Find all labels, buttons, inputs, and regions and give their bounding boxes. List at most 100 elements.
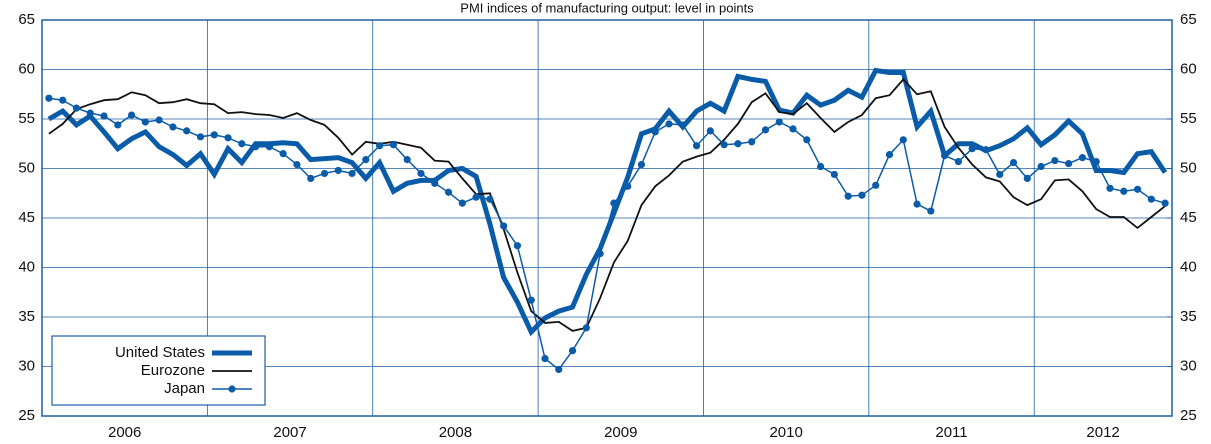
data-point	[527, 296, 535, 304]
data-point	[45, 94, 53, 102]
x-tick-label: 2010	[769, 424, 802, 441]
data-point	[637, 160, 646, 169]
data-point	[996, 170, 1004, 179]
legend-label: Japan	[164, 380, 205, 397]
data-point	[114, 121, 122, 129]
data-point	[403, 155, 411, 164]
y-tick-label: 25	[18, 407, 35, 424]
data-point	[210, 131, 218, 139]
data-point	[320, 169, 329, 178]
legend-label: Eurozone	[141, 362, 205, 379]
data-point	[720, 141, 728, 149]
data-point	[155, 116, 163, 124]
data-point	[610, 199, 618, 207]
data-point	[513, 242, 522, 250]
data-point	[858, 191, 866, 199]
data-point	[59, 96, 67, 104]
x-tick-label: 2009	[604, 424, 637, 441]
data-point	[1037, 162, 1045, 171]
y-tick-label: 40	[18, 258, 35, 275]
data-point	[982, 146, 990, 154]
data-point	[789, 125, 797, 133]
y2-tick-label: 65	[1180, 11, 1197, 28]
data-point	[1120, 187, 1128, 195]
data-point	[941, 152, 949, 160]
data-point	[830, 170, 838, 179]
data-point	[444, 188, 453, 196]
data-point	[968, 145, 976, 153]
data-point	[362, 155, 370, 164]
y-tick-label: 45	[18, 209, 35, 226]
data-point	[1147, 195, 1155, 203]
data-point	[348, 169, 356, 178]
data-point	[582, 324, 590, 332]
data-point	[541, 354, 549, 363]
y-tick-label: 30	[18, 357, 35, 374]
data-point	[72, 104, 81, 112]
data-point	[651, 128, 659, 136]
data-point	[141, 118, 149, 126]
y-tick-label: 65	[18, 11, 35, 28]
data-point	[954, 157, 963, 166]
data-point	[692, 142, 701, 150]
data-point	[500, 222, 508, 230]
data-point	[748, 138, 756, 146]
y-tick-label: 35	[18, 308, 35, 325]
y2-tick-label: 50	[1180, 159, 1197, 176]
data-point	[913, 200, 921, 208]
y-tick-label: 55	[18, 110, 35, 127]
data-point	[196, 133, 205, 141]
y2-tick-label: 55	[1180, 110, 1197, 127]
data-point	[624, 182, 632, 190]
data-point	[816, 162, 825, 171]
data-point	[279, 150, 287, 158]
y2-tick-label: 40	[1180, 258, 1197, 275]
series-line	[47, 67, 1168, 337]
y2-tick-label: 60	[1180, 60, 1197, 77]
data-point	[472, 193, 480, 201]
data-point	[1009, 158, 1018, 167]
data-point	[417, 169, 425, 178]
x-tick-label: 2011	[935, 424, 967, 441]
data-point	[775, 118, 783, 126]
y-tick-label: 50	[18, 159, 35, 176]
data-point	[555, 365, 563, 374]
data-point	[1106, 184, 1114, 192]
y-tick-label: 60	[18, 60, 35, 77]
series-line	[48, 78, 1166, 332]
data-point	[100, 112, 108, 120]
data-point	[844, 192, 852, 200]
data-point	[927, 207, 935, 215]
data-point	[899, 136, 907, 144]
data-point	[265, 143, 273, 151]
data-point	[803, 136, 811, 144]
plot-frame	[41, 19, 1173, 417]
data-point	[761, 126, 770, 134]
data-point	[224, 134, 232, 142]
data-point	[431, 179, 439, 187]
y2-tick-label: 30	[1180, 357, 1197, 374]
data-point	[1092, 157, 1100, 166]
legend-marker	[228, 385, 236, 393]
data-point	[127, 111, 136, 119]
x-tick-label: 2007	[273, 424, 306, 441]
data-point	[486, 195, 494, 203]
data-point	[734, 140, 742, 148]
data-point	[596, 250, 604, 258]
data-point	[706, 127, 714, 135]
chart-title: PMI indices of manufacturing output: lev…	[460, 0, 754, 15]
x-tick-label: 2008	[439, 424, 472, 441]
y2-tick-label: 45	[1180, 209, 1197, 226]
data-point	[293, 160, 301, 169]
data-point	[376, 142, 384, 150]
data-point	[169, 123, 177, 131]
x-tick-label: 2006	[108, 424, 141, 441]
data-point	[665, 120, 673, 128]
data-point	[1065, 159, 1073, 168]
data-point	[251, 143, 260, 151]
legend-label: United States	[115, 344, 205, 361]
data-point	[1161, 199, 1169, 207]
y2-tick-label: 35	[1180, 308, 1197, 325]
